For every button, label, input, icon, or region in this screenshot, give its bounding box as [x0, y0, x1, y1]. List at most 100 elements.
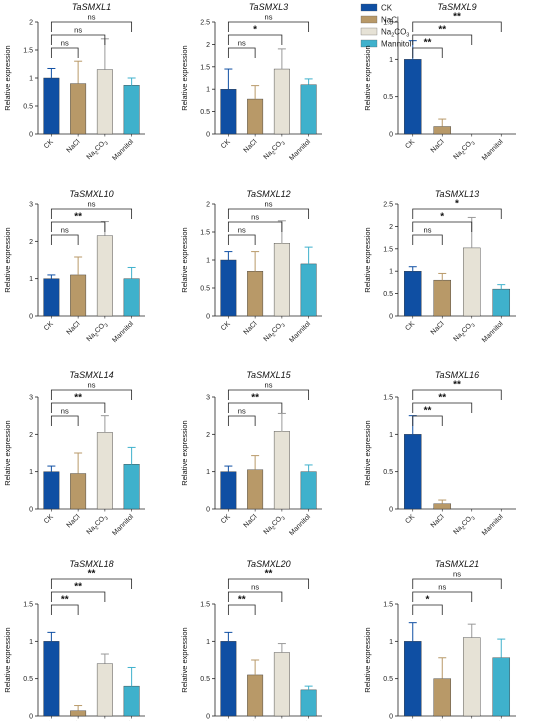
y-axis-label: Relative expression: [363, 45, 372, 110]
x-tick-label: Mannitol: [481, 138, 505, 162]
y-tick-label: 1.5: [383, 20, 393, 27]
bar: [123, 278, 140, 317]
bar: [96, 235, 113, 317]
significance-label: **: [74, 212, 82, 223]
significance-label: *: [455, 199, 459, 210]
y-tick-label: 2: [29, 432, 33, 439]
x-tick-label: Mannitol: [111, 513, 135, 537]
bar: [273, 652, 290, 717]
bar: [462, 247, 481, 317]
y-tick-label: 1: [389, 432, 393, 439]
significance-label: *: [253, 25, 257, 36]
y-axis-label: Relative expression: [180, 627, 189, 692]
significance-bracket: [412, 415, 443, 426]
bar: [433, 678, 452, 717]
x-tick-label: Mannitol: [111, 138, 135, 162]
y-axis-label: Relative expression: [3, 627, 12, 692]
significance-label: **: [424, 406, 432, 417]
y-tick-label: 1: [29, 639, 33, 646]
legend-swatch: [360, 3, 378, 12]
x-tick-label: Na2CO3: [453, 138, 477, 162]
x-tick-label: Na2CO3: [263, 320, 287, 344]
significance-bracket: [50, 34, 106, 45]
y-tick-label: 1: [389, 57, 393, 64]
y-tick-label: 0.5: [383, 291, 393, 298]
legend-label: Na2CO3: [381, 28, 409, 39]
x-tick-label: NaCl: [243, 513, 259, 529]
bar: [220, 88, 237, 135]
y-tick-label: 1.5: [23, 602, 33, 609]
y-axis-label: Relative expression: [363, 227, 372, 292]
y-axis-label: Relative expression: [363, 420, 372, 485]
significance-bracket: [227, 415, 256, 426]
x-tick-label: NaCl: [66, 320, 82, 336]
significance-bracket: [50, 208, 133, 219]
y-tick-label: 2: [29, 239, 33, 246]
y-tick-label: 1: [29, 469, 33, 476]
significance-label: **: [438, 25, 446, 36]
y-tick-label: 1.5: [383, 602, 393, 609]
y-axis-label: Relative expression: [363, 627, 372, 692]
bar: [433, 503, 452, 510]
bar: [247, 98, 264, 135]
bar: [43, 641, 60, 717]
y-tick-label: 1.5: [23, 48, 33, 55]
chart-title: TaSMXL13: [435, 189, 479, 199]
y-tick-label: 0.5: [23, 104, 33, 111]
significance-bracket: [50, 21, 133, 32]
significance-bracket: [227, 402, 283, 413]
y-tick-label: 1: [389, 639, 393, 646]
significance-label: ns: [238, 226, 246, 235]
bar: [123, 685, 140, 717]
significance-label: ns: [251, 583, 259, 592]
chart-title: TaSMXL9: [437, 2, 476, 12]
bar-chart-panel: TaSMXL14 Relative expression 0 1 2 3 CK NaClNa2…: [3, 370, 145, 537]
y-tick-label: 0: [206, 507, 210, 514]
significance-label: *: [426, 595, 430, 606]
bar: [462, 637, 481, 717]
y-tick-label: 1.5: [383, 395, 393, 402]
x-tick-label: CK: [43, 513, 55, 525]
bar: [273, 242, 290, 317]
y-tick-label: 2.5: [383, 202, 393, 209]
significance-bracket: [227, 34, 283, 45]
significance-label: **: [74, 582, 82, 593]
y-tick-label: 1: [206, 639, 210, 646]
significance-bracket: [50, 221, 106, 232]
bar-chart-panel: TaSMXL13 Relative expression 0 0.5 1 1.5 2 2.5 C…: [363, 189, 516, 344]
bar: [70, 274, 87, 317]
bar-chart-panel: TaSMXL3 Relative expression 0 0.5 1 1.5 2 2.5 CK…: [180, 2, 322, 162]
significance-label: ns: [74, 26, 82, 35]
bar: [70, 83, 87, 135]
y-tick-label: 0.5: [383, 676, 393, 683]
y-tick-label: 0.5: [200, 109, 210, 116]
y-tick-label: 0.5: [200, 286, 210, 293]
y-tick-label: 0: [389, 714, 393, 721]
bar: [300, 84, 317, 135]
y-axis-label: Relative expression: [3, 227, 12, 292]
bar: [300, 471, 317, 510]
significance-bracket: [412, 402, 473, 413]
y-tick-label: 2: [389, 224, 393, 231]
significance-bracket: [412, 604, 443, 615]
bar: [70, 710, 87, 717]
bar: [96, 663, 113, 717]
significance-bracket: [412, 47, 443, 58]
x-tick-label: Na2CO3: [86, 138, 110, 162]
x-tick-label: CK: [43, 138, 55, 150]
significance-bracket: [50, 402, 106, 413]
chart-title: TaSMXL10: [69, 189, 113, 199]
significance-label: **: [453, 12, 461, 23]
significance-label: **: [238, 595, 246, 606]
y-tick-label: 1: [206, 469, 210, 476]
chart-panels: TaSMXL1 Relative expression 0 0.5 1 1.5 2 CK NaC…: [3, 2, 516, 721]
x-tick-label: CK: [220, 513, 232, 525]
y-tick-label: 1.5: [200, 602, 210, 609]
significance-bracket: [412, 591, 473, 602]
y-tick-label: 1.5: [200, 230, 210, 237]
legend-label: Mannitol: [381, 40, 411, 49]
x-tick-label: Na2CO3: [86, 513, 110, 537]
